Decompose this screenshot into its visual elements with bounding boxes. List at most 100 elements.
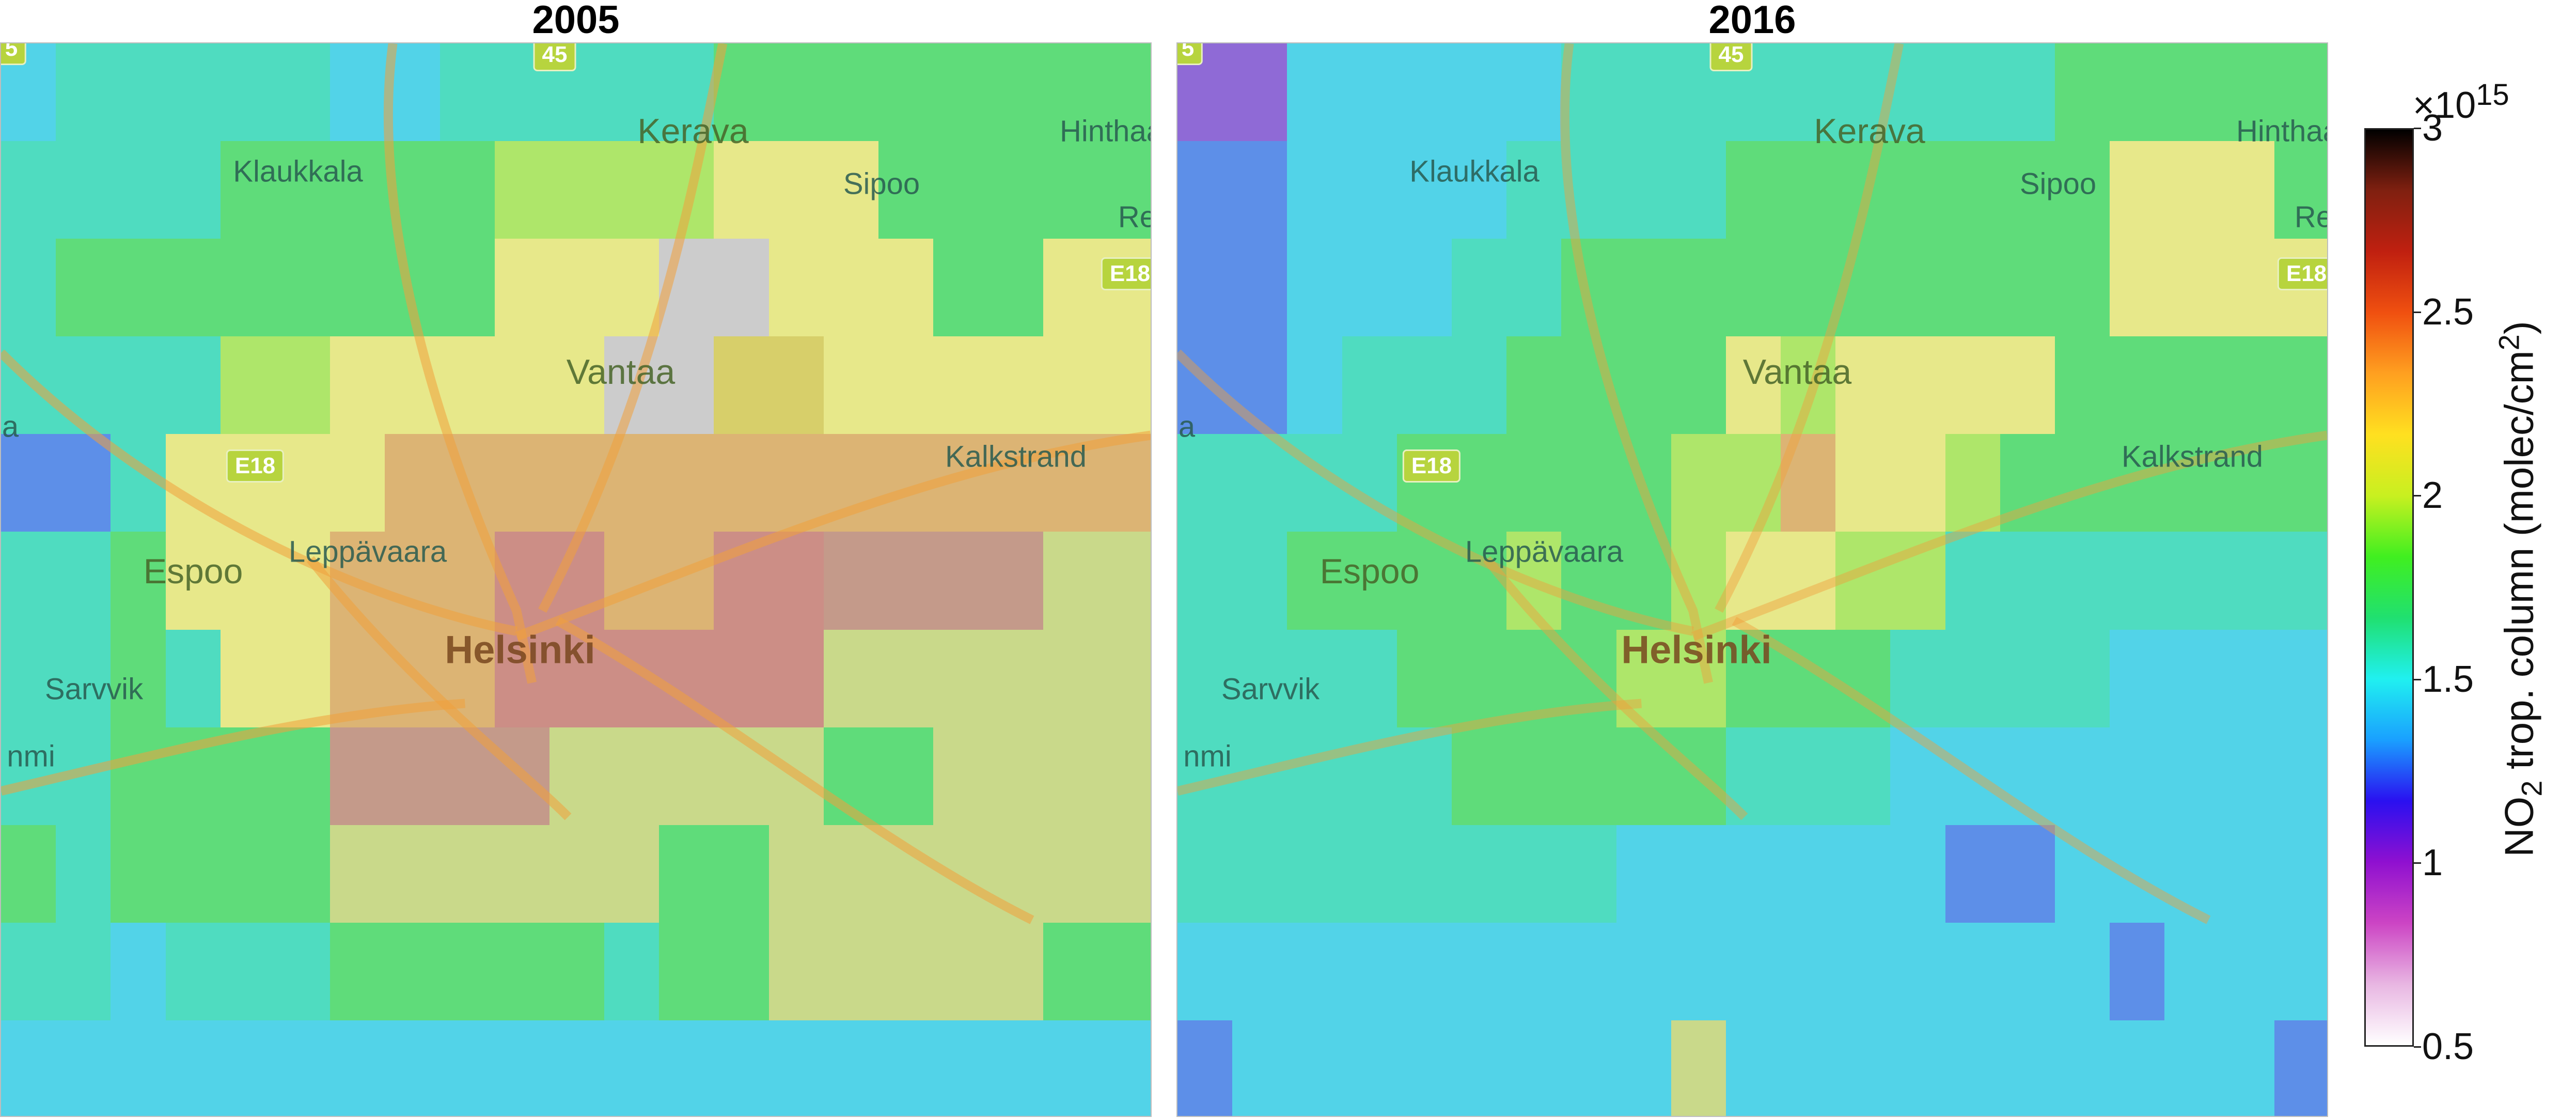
grid-cell: [1177, 434, 1232, 532]
grid-cell: [1561, 239, 1616, 336]
grid-cell: [1671, 141, 1726, 239]
grid-cell: [275, 825, 330, 923]
grid-cell: [221, 727, 275, 825]
grid-cell: [275, 630, 330, 727]
grid-cell: [824, 532, 878, 630]
grid-cell: [1506, 141, 1561, 239]
grid-cell: [769, 1020, 824, 1116]
grid-cell: [1781, 1020, 1835, 1116]
grid-cell: [1098, 1020, 1151, 1116]
colorbar-multiplier: ×1015: [2413, 78, 2509, 126]
grid-cell: [1098, 43, 1151, 141]
grid-cell: [2055, 532, 2110, 630]
map-panel-2016[interactable]: Kerava Klaukkala Sipoo Hinthaa Re Vantaa…: [1176, 42, 2328, 1117]
grid-cell: [1342, 239, 1397, 336]
colorbar-tick-label: 2.5: [2422, 291, 2474, 333]
grid-cell: [1098, 825, 1151, 923]
grid-cell: [330, 1020, 385, 1116]
grid-cell: [824, 43, 878, 141]
grid-cell: [1287, 630, 1342, 727]
grid-cell: [2274, 630, 2327, 727]
grid-cell: [1397, 141, 1452, 239]
grid-cell: [933, 630, 988, 727]
grid-cell: [1835, 532, 1890, 630]
grid-cell: [495, 141, 549, 239]
grid-cell: [1342, 434, 1397, 532]
grid-cell: [495, 336, 549, 434]
grid-cell: [1561, 923, 1616, 1020]
grid-cell: [1177, 825, 1232, 923]
grid-cell: [1, 825, 56, 923]
grid-cell: [166, 825, 221, 923]
grid-cell: [2110, 532, 2164, 630]
grid-cell: [714, 630, 769, 727]
grid-cell: [1397, 825, 1452, 923]
grid-cell: [1232, 43, 1287, 141]
grid-cell: [2055, 727, 2110, 825]
grid-cell: [1671, 336, 1726, 434]
grid-cell: [495, 923, 549, 1020]
grid-cell: [2000, 141, 2055, 239]
grid-cell: [1506, 239, 1561, 336]
place-label-espoo: Espoo: [1320, 552, 1420, 591]
grid-cell: [1835, 141, 1890, 239]
grid-cell: [2055, 923, 2110, 1020]
grid-cell: [769, 923, 824, 1020]
grid-cell: [1287, 727, 1342, 825]
grid-cell: [1726, 434, 1781, 532]
place-label-helsinki: Helsinki: [445, 628, 595, 672]
grid-cell: [1177, 923, 1232, 1020]
grid-cell: [1671, 727, 1726, 825]
grid-cell: [933, 239, 988, 336]
grid-cell: [2164, 1020, 2220, 1116]
place-label-vantaa: Vantaa: [566, 352, 676, 392]
grid-cell: [56, 1020, 111, 1116]
grid-cell: [549, 1020, 604, 1116]
grid-cell: [1561, 727, 1616, 825]
grid-cell: [1452, 434, 1506, 532]
grid-cell: [440, 336, 495, 434]
grid-cell: [56, 923, 111, 1020]
grid-cell: [2000, 336, 2055, 434]
road-shield-5: 5: [1, 43, 27, 65]
grid-cell: [1098, 532, 1151, 630]
grid-cell: [1671, 434, 1726, 532]
grid-cell: [549, 825, 604, 923]
grid-cell: [330, 923, 385, 1020]
place-label-a: a: [2, 410, 19, 444]
grid-cell: [221, 923, 275, 1020]
grid-cell: [330, 336, 385, 434]
grid-cell: [330, 434, 385, 532]
grid-cell: [2000, 630, 2055, 727]
grid-cell: [1890, 43, 1945, 141]
grid-cell: [1945, 1020, 2000, 1116]
grid-cell: [221, 239, 275, 336]
grid-cell: [1781, 923, 1835, 1020]
no2-grid: [1177, 43, 2327, 1116]
grid-cell: [1452, 43, 1506, 141]
grid-cell: [2110, 43, 2164, 141]
grid-cell: [111, 141, 166, 239]
map-panel-2005[interactable]: Kerava Klaukkala Sipoo Hinthaa Re Vantaa…: [0, 42, 1152, 1117]
place-label-sarvvik: Sarvvik: [44, 672, 144, 706]
grid-cell: [878, 727, 933, 825]
grid-cell: [1287, 1020, 1342, 1116]
grid-cell: [1506, 336, 1561, 434]
grid-cell: [604, 141, 659, 239]
grid-cell: [1287, 43, 1342, 141]
grid-cell: [2274, 825, 2327, 923]
grid-cell: [769, 532, 824, 630]
grid-cell: [2110, 239, 2164, 336]
grid-cell: [1043, 239, 1098, 336]
grid-cell: [1342, 825, 1397, 923]
grid-cell: [1561, 141, 1616, 239]
grid-cell: [1397, 923, 1452, 1020]
grid-cell: [1287, 434, 1342, 532]
grid-cell: [1, 630, 56, 727]
place-label-re: Re: [1118, 200, 1151, 234]
road-shield-e18-east: E18: [1101, 257, 1151, 290]
grid-cell: [2274, 532, 2327, 630]
grid-cell: [659, 923, 714, 1020]
grid-cell: [933, 336, 988, 434]
grid-cell: [659, 1020, 714, 1116]
